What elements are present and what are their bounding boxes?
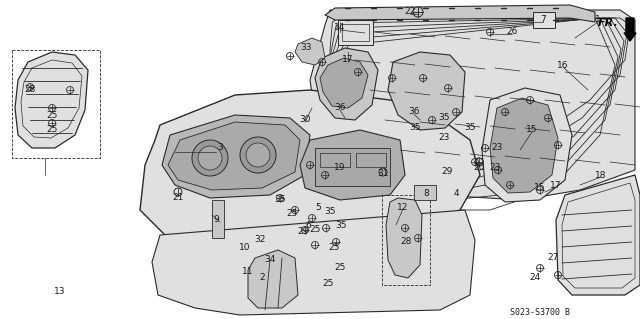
Text: 32: 32	[254, 235, 266, 244]
Circle shape	[246, 143, 270, 167]
Text: 27: 27	[547, 254, 559, 263]
Text: 10: 10	[239, 243, 251, 253]
Polygon shape	[325, 5, 595, 22]
Text: 23: 23	[438, 133, 450, 143]
Polygon shape	[152, 210, 475, 315]
Polygon shape	[556, 175, 640, 295]
Polygon shape	[168, 122, 300, 190]
Text: 23: 23	[492, 144, 502, 152]
Text: 12: 12	[397, 203, 409, 211]
Text: 25: 25	[46, 125, 58, 135]
Text: 35: 35	[409, 123, 420, 132]
Text: 1: 1	[595, 16, 601, 25]
Bar	[342, 24, 369, 41]
Bar	[320, 153, 350, 167]
Text: 6: 6	[305, 220, 311, 229]
Text: 35: 35	[464, 123, 476, 132]
Text: 35: 35	[335, 220, 347, 229]
Text: 11: 11	[243, 268, 253, 277]
Circle shape	[413, 7, 423, 17]
Text: 34: 34	[264, 256, 276, 264]
Polygon shape	[140, 90, 480, 245]
Text: 15: 15	[534, 183, 546, 192]
Bar	[382, 195, 430, 285]
Text: 17: 17	[550, 181, 562, 189]
Text: 36: 36	[334, 103, 346, 113]
Text: 23: 23	[490, 164, 500, 173]
Bar	[12, 50, 100, 158]
Text: 29: 29	[298, 227, 308, 236]
Polygon shape	[388, 52, 465, 130]
Polygon shape	[162, 115, 310, 198]
Circle shape	[240, 137, 276, 173]
Text: 29: 29	[442, 167, 452, 176]
Bar	[356, 153, 386, 167]
Polygon shape	[315, 48, 378, 120]
Polygon shape	[386, 198, 422, 278]
Text: 20: 20	[474, 164, 484, 173]
Bar	[533, 12, 555, 28]
Text: 19: 19	[334, 164, 346, 173]
Bar	[414, 185, 436, 200]
Text: 3: 3	[217, 144, 223, 152]
Text: 9: 9	[213, 216, 219, 225]
Text: 25: 25	[286, 209, 298, 218]
Text: 25: 25	[334, 263, 346, 272]
Text: 4: 4	[453, 189, 459, 198]
Polygon shape	[300, 130, 405, 200]
Text: 24: 24	[529, 273, 541, 283]
Text: 18: 18	[595, 170, 607, 180]
Text: 25: 25	[309, 226, 321, 234]
Text: 13: 13	[54, 287, 66, 296]
Polygon shape	[482, 88, 572, 202]
Bar	[315, 148, 390, 186]
Text: 31: 31	[377, 169, 388, 179]
Text: 25: 25	[46, 110, 58, 120]
Text: 28: 28	[400, 238, 412, 247]
Polygon shape	[310, 10, 635, 200]
Text: 22: 22	[404, 8, 415, 17]
Text: 36: 36	[408, 108, 420, 116]
Polygon shape	[320, 58, 368, 108]
FancyArrow shape	[624, 18, 636, 41]
Text: 7: 7	[540, 16, 546, 25]
Text: 25: 25	[328, 243, 340, 253]
Text: 5: 5	[315, 204, 321, 212]
Text: 14: 14	[334, 24, 346, 33]
Polygon shape	[15, 52, 88, 148]
Text: 28: 28	[24, 85, 36, 94]
Text: 25: 25	[323, 278, 333, 287]
Text: 33: 33	[300, 43, 312, 53]
Text: 26: 26	[506, 27, 518, 36]
Circle shape	[192, 140, 228, 176]
Text: 35: 35	[324, 207, 336, 217]
Text: 35: 35	[275, 196, 285, 204]
Bar	[338, 20, 373, 45]
Text: 21: 21	[172, 194, 184, 203]
Text: 17: 17	[342, 56, 354, 64]
Circle shape	[198, 146, 222, 170]
Text: 8: 8	[423, 189, 429, 198]
Bar	[212, 200, 224, 238]
Text: 30: 30	[300, 115, 311, 124]
Polygon shape	[248, 250, 298, 308]
Text: 16: 16	[557, 61, 569, 70]
Polygon shape	[295, 38, 325, 65]
Text: 35: 35	[438, 114, 450, 122]
Text: FR.: FR.	[598, 18, 619, 28]
Text: 2: 2	[259, 273, 265, 283]
Text: S023-S3700 B: S023-S3700 B	[510, 308, 570, 317]
Polygon shape	[490, 98, 558, 193]
Text: 15: 15	[526, 125, 538, 135]
